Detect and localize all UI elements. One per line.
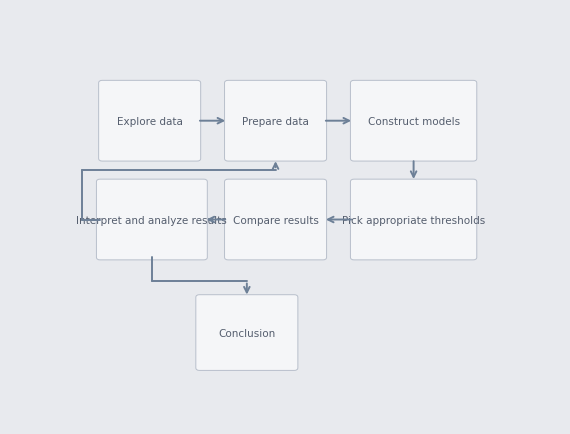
FancyBboxPatch shape bbox=[96, 180, 207, 260]
Text: Conclusion: Conclusion bbox=[218, 328, 275, 338]
FancyBboxPatch shape bbox=[99, 81, 201, 162]
FancyBboxPatch shape bbox=[351, 180, 477, 260]
Text: Construct models: Construct models bbox=[368, 116, 459, 126]
Text: Explore data: Explore data bbox=[117, 116, 182, 126]
FancyBboxPatch shape bbox=[351, 81, 477, 162]
Text: Pick appropriate thresholds: Pick appropriate thresholds bbox=[342, 215, 485, 225]
FancyBboxPatch shape bbox=[196, 295, 298, 371]
FancyBboxPatch shape bbox=[225, 180, 327, 260]
Text: Interpret and analyze results: Interpret and analyze results bbox=[76, 215, 227, 225]
Text: Compare results: Compare results bbox=[233, 215, 319, 225]
Text: Prepare data: Prepare data bbox=[242, 116, 309, 126]
FancyBboxPatch shape bbox=[225, 81, 327, 162]
